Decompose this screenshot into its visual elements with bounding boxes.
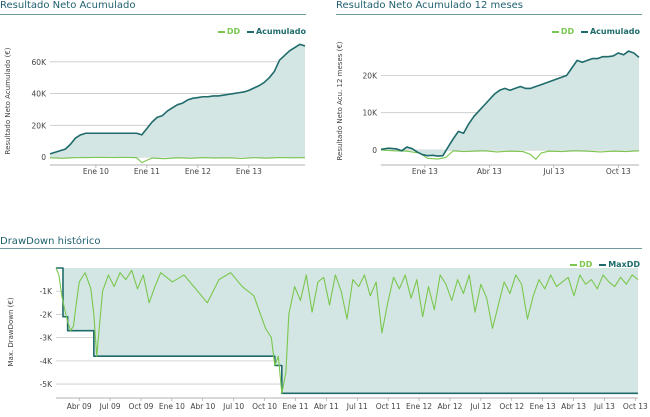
x-tick-label: Jul 11 [346, 402, 368, 411]
x-tick-label: Oct 10 [252, 402, 277, 411]
legend-item-acumulado[interactable]: Acumulado [580, 27, 640, 36]
area-fill [381, 51, 639, 157]
chart-legend: DD Acumulado [548, 27, 640, 36]
x-tick-label: Jul 09 [99, 402, 121, 411]
legend-item-maxdd[interactable]: MaxDD [599, 260, 640, 269]
y-tick-label: -5K [40, 380, 53, 389]
area-fill [56, 268, 638, 394]
legend-item-dd[interactable]: DD [217, 27, 240, 36]
x-tick-label: Abr 10 [190, 402, 215, 411]
title-rule [0, 14, 306, 15]
y-tick-label: -3K [40, 334, 53, 343]
legend-item-dd[interactable]: DD [570, 260, 592, 269]
chart-panel-accumulated-12m: Resultado Neto Acumulado 12 meses DD Acu… [336, 0, 646, 200]
legend-item-acumulado[interactable]: Acumulado [246, 27, 306, 36]
x-tick-label: Abr 13 [477, 167, 502, 176]
x-tick-label: Abr 12 [438, 402, 463, 411]
chart-plot: -1K -2K -3K -4K -5K Max. DrawDown (€) Abr 09 Ju… [7, 267, 648, 411]
y-tick-label: 0 [41, 153, 46, 162]
y-tick-label: 0 [372, 146, 377, 155]
chart-title: Resultado Neto Acumulado [0, 0, 136, 11]
y-tick-label: 10K [363, 109, 379, 118]
x-tick-label: Ene 11 [282, 402, 308, 411]
chart-plot: 0 20K 40K 60K Resultado Neto Acumulado (€) En… [4, 43, 306, 176]
chart-plot: 0 10K 20K Resultado Neto Acu. 12 meses (€) E… [336, 41, 640, 176]
x-tick-label: Jul 10 [222, 402, 244, 411]
x-tick-label: Jul 13 [542, 167, 564, 176]
series-line-dd [55, 267, 639, 394]
y-axis-label: Resultado Neto Acumulado (€) [4, 47, 12, 154]
x-tick-label: Oct 13 [623, 402, 648, 411]
y-tick-label: 40K [32, 90, 48, 99]
x-tick-label: Ene 10 [83, 167, 109, 176]
x-tick-label: Ene 10 [159, 402, 185, 411]
series-line-dd [49, 156, 306, 164]
series-line-dd [380, 149, 640, 160]
x-tick-label: Abr 13 [561, 402, 586, 411]
series-line-acumulado [49, 43, 306, 155]
chart-title: Resultado Neto Acumulado 12 meses [336, 0, 524, 11]
x-tick-label: Ene 12 [185, 167, 211, 176]
x-tick-label: Ene 11 [134, 167, 160, 176]
x-tick-label: Abr 09 [67, 402, 92, 411]
area-fill [50, 44, 305, 158]
x-tick-label: Oct 09 [129, 402, 154, 411]
title-rule [336, 14, 642, 15]
x-tick-label: Ene 13 [236, 167, 262, 176]
x-tick-label: Abr 11 [314, 402, 339, 411]
y-tick-label: -4K [40, 357, 53, 366]
x-tick-label: Ene 13 [412, 167, 438, 176]
x-tick-label: Jul 12 [469, 402, 491, 411]
chart-legend: DD Acumulado [214, 27, 306, 36]
series-line-maxdd [56, 267, 638, 395]
title-rule [0, 248, 642, 249]
y-axis-label: Max. DrawDown (€) [7, 297, 15, 366]
series-line-acumulado [380, 50, 640, 157]
x-tick-label: Ene 12 [406, 402, 432, 411]
y-tick-label: 20K [363, 71, 379, 80]
y-tick-label: -1K [40, 287, 53, 296]
legend-item-dd[interactable]: DD [551, 27, 574, 36]
y-tick-label: 60K [32, 58, 48, 67]
chart-title: DrawDown histórico [0, 236, 101, 247]
x-tick-label: Ene 13 [530, 402, 556, 411]
chart-legend: DD MaxDD [566, 260, 640, 269]
chart-panel-accumulated: Resultado Neto Acumulado DD Acumulado 0 2… [0, 0, 312, 200]
y-axis-label: Resultado Neto Acu. 12 meses (€) [336, 41, 344, 160]
y-tick-label: 20K [32, 121, 48, 130]
y-tick-label: -2K [40, 310, 53, 319]
x-tick-label: Oct 13 [606, 167, 631, 176]
x-tick-label: Oct 12 [499, 402, 524, 411]
x-tick-label: Oct 11 [376, 402, 401, 411]
chart-panel-drawdown: DrawDown histórico DD MaxDD -1K -2K -3K -4K… [0, 236, 648, 417]
x-tick-label: Jul 13 [593, 402, 615, 411]
